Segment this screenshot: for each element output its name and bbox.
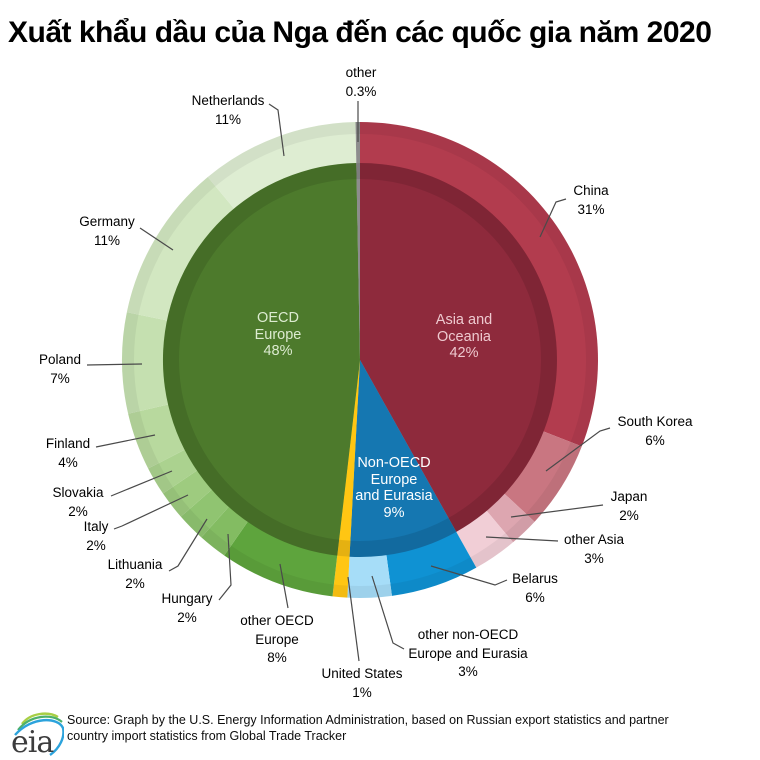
leader-line-other-non-oecd xyxy=(371,575,405,650)
leader-line-italy xyxy=(113,494,189,530)
source-text: Source: Graph by the U.S. Energy Informa… xyxy=(67,712,669,744)
leader-line-germany xyxy=(139,227,174,251)
eia-logo: eia xyxy=(11,712,64,758)
leader-line-other-asia xyxy=(485,536,559,542)
source-line-1: Source: Graph by the U.S. Energy Informa… xyxy=(67,713,669,727)
leader-line-china xyxy=(539,198,567,238)
leader-line-netherlands xyxy=(268,103,285,157)
eia-logo-teal-swoosh xyxy=(17,715,63,731)
source-line-2: country import statistics from Global Tr… xyxy=(67,729,347,743)
outer-rim-shading xyxy=(122,122,598,598)
leader-line-slovakia xyxy=(110,470,173,497)
leader-line-other-oecd-europe xyxy=(279,563,289,609)
pie-region-oecd-europe xyxy=(162,163,360,556)
chart-title: Xuất khẩu dầu của Nga đến các quốc gia n… xyxy=(8,16,712,49)
leader-line-lithuania xyxy=(168,518,208,572)
leader-line-belarus xyxy=(430,565,508,586)
leader-line-poland xyxy=(86,363,143,366)
leader-line-hungary xyxy=(218,533,232,601)
inner-rim-shading xyxy=(163,163,557,557)
pie-region-non-oecd xyxy=(349,360,457,557)
pie-region-other xyxy=(356,162,360,360)
eia-logo-green-swoosh xyxy=(21,712,59,725)
leader-line-south-korea xyxy=(545,427,611,472)
eia-logo-text: eia xyxy=(11,725,54,758)
leader-line-united-states xyxy=(347,576,360,662)
leader-line-japan xyxy=(510,504,604,518)
eia-logo-blue-swoosh xyxy=(14,719,64,756)
leader-line-finland xyxy=(95,434,156,448)
source-footer: eia Source: Graph by the U.S. Energy Inf… xyxy=(0,698,760,760)
pie-region-united-states xyxy=(337,360,360,557)
pie-region-asia-oceania xyxy=(360,163,558,532)
